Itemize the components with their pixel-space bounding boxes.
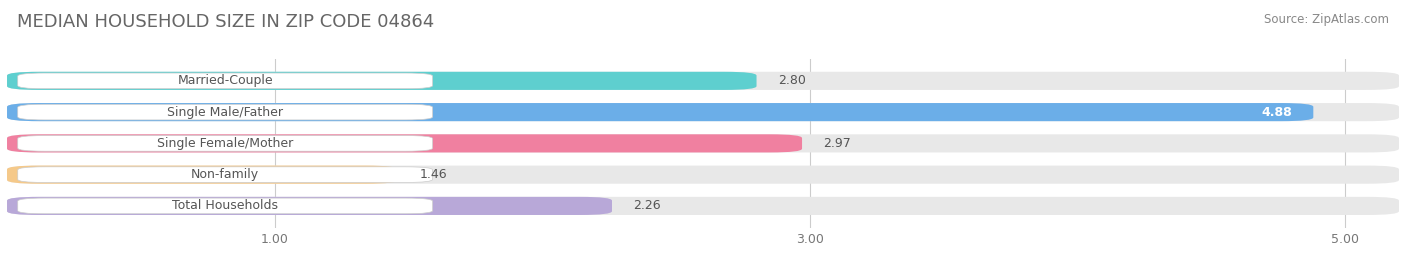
Text: Married-Couple: Married-Couple: [177, 74, 273, 87]
FancyBboxPatch shape: [7, 72, 756, 90]
FancyBboxPatch shape: [7, 72, 1399, 90]
Text: Single Male/Father: Single Male/Father: [167, 106, 283, 119]
Text: Total Households: Total Households: [172, 199, 278, 213]
Text: Non-family: Non-family: [191, 168, 259, 181]
FancyBboxPatch shape: [7, 197, 612, 215]
FancyBboxPatch shape: [7, 103, 1399, 121]
Text: Single Female/Mother: Single Female/Mother: [157, 137, 294, 150]
Text: 2.80: 2.80: [778, 74, 806, 87]
Text: 2.97: 2.97: [824, 137, 851, 150]
FancyBboxPatch shape: [18, 73, 433, 89]
FancyBboxPatch shape: [18, 198, 433, 214]
FancyBboxPatch shape: [18, 136, 433, 151]
FancyBboxPatch shape: [7, 103, 1313, 121]
Text: 2.26: 2.26: [633, 199, 661, 213]
FancyBboxPatch shape: [7, 134, 801, 152]
FancyBboxPatch shape: [7, 166, 398, 184]
FancyBboxPatch shape: [18, 167, 433, 183]
FancyBboxPatch shape: [7, 134, 1399, 152]
Text: Source: ZipAtlas.com: Source: ZipAtlas.com: [1264, 13, 1389, 27]
Text: 1.46: 1.46: [419, 168, 447, 181]
FancyBboxPatch shape: [7, 197, 1399, 215]
FancyBboxPatch shape: [7, 166, 1399, 184]
Text: 4.88: 4.88: [1261, 106, 1292, 119]
FancyBboxPatch shape: [18, 104, 433, 120]
Text: MEDIAN HOUSEHOLD SIZE IN ZIP CODE 04864: MEDIAN HOUSEHOLD SIZE IN ZIP CODE 04864: [17, 13, 434, 31]
